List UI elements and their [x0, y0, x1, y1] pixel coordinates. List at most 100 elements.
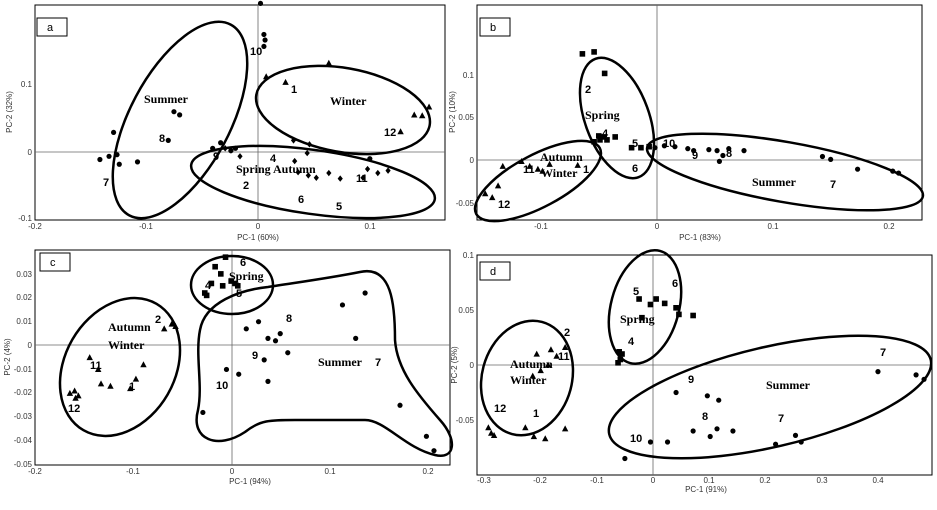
panel-d-point-label: 9 — [688, 374, 694, 386]
panel-d-circle-point — [921, 376, 927, 382]
panel-a-cluster-winter — [254, 64, 432, 156]
panel-d-ytick: -0.05 — [456, 416, 475, 425]
panel-a-diamond-point — [364, 165, 371, 173]
panel-a-ytick: 0.1 — [21, 80, 33, 89]
panel-a-points — [97, 0, 433, 182]
panel-c-cluster-autumn-winter — [58, 296, 182, 438]
panel-b-square-point — [597, 137, 603, 143]
panel-a-diamond-point — [305, 172, 311, 179]
panel-a-triangle-point — [419, 112, 426, 119]
panel-d-square-point — [690, 312, 696, 319]
panel-b-point-label: 6 — [632, 163, 638, 175]
panel-b-xtick: 0 — [655, 222, 660, 231]
panel-c-x-axis-label: PC-1 (94%) — [229, 477, 271, 486]
panel-d-point-label: 6 — [672, 278, 678, 290]
panel-a-point-label: 8 — [159, 133, 165, 145]
panel-a-point-label: 6 — [298, 194, 304, 206]
panel-d-triangle-point — [542, 435, 549, 442]
panel-c-circle-point — [265, 335, 271, 341]
panel-c-triangle-point — [107, 382, 114, 389]
panel-a-diamond-point — [385, 167, 391, 174]
panel-c-y-axis-label: PC-2 (4%) — [3, 338, 12, 376]
panel-b-xtick: -0.1 — [534, 222, 548, 231]
panel-d-square-point — [615, 360, 621, 366]
panel-c-circle-point — [223, 366, 230, 373]
panel-b-group-label: Autumn — [540, 150, 583, 164]
panel-d-triangle-point — [537, 367, 544, 374]
panel-a-ytick: -0.1 — [18, 214, 32, 223]
panel-a-ytick: 0 — [28, 148, 33, 157]
panel-d-ytick: 0.1 — [463, 251, 475, 260]
panel-c-circle-point — [265, 378, 271, 384]
panel-d-square-point — [619, 351, 625, 357]
panel-b-point-label: 11 — [523, 164, 535, 176]
panel-b-triangle-point — [534, 165, 542, 172]
panel-c-square-point — [208, 280, 215, 287]
panel-d-triangle-point — [561, 425, 569, 432]
panel-d-square-point — [617, 356, 624, 363]
panel-c-point-label: 4 — [205, 280, 212, 292]
panel-d-group-label: Autumn — [510, 357, 553, 371]
panel-a-xtick: 0.1 — [364, 222, 376, 231]
panel-d-circle-point — [647, 439, 654, 445]
panel-b-x-axis-label: PC-1 (83%) — [679, 233, 721, 242]
panel-b-ytick: -0.05 — [456, 199, 475, 208]
panel-a-circle-point — [232, 145, 239, 151]
panel-d-square-point — [661, 300, 668, 307]
panel-d-circle-point — [707, 433, 713, 440]
panel-a-xtick: -0.2 — [28, 222, 42, 231]
panel-c-circle-point — [339, 302, 346, 308]
panel-d-triangle-point — [561, 344, 569, 350]
panel-b-group-label: Summer — [752, 175, 797, 189]
panel-a-circle-point — [261, 43, 267, 50]
panel-a-diamond-point — [292, 157, 298, 165]
panel-b-point-label: 7 — [830, 179, 836, 191]
panel-d-point-label: 8 — [702, 411, 708, 423]
panel-d-triangle-point — [553, 352, 560, 359]
panel-b-square-point — [612, 134, 618, 140]
panel-b-circle-point — [706, 147, 712, 153]
panel-b-circle-point — [726, 146, 732, 152]
panel-a-diamond-point — [360, 174, 366, 181]
panel-a-circle-point — [228, 148, 234, 154]
panel-b-cluster-spring — [578, 56, 656, 180]
panel-b-circle-point — [652, 145, 658, 151]
panel-d-circle-point — [730, 428, 736, 434]
panel-d-xtick: 0.2 — [759, 476, 771, 485]
panel-a-point-label: 5 — [336, 201, 342, 213]
panel-c-point-label: 7 — [375, 357, 381, 369]
panel-c-frame — [34, 249, 451, 466]
panel-a-frame — [34, 4, 446, 221]
panel-d-square-point — [639, 314, 645, 321]
panel-b-circle-point — [819, 153, 826, 160]
panel-b-cluster-autumn-winter — [473, 139, 603, 223]
panel-b-group-label: Spring — [585, 108, 620, 122]
panel-b-triangle-point — [518, 157, 525, 164]
panel-b-circle-point — [854, 166, 861, 172]
panel-c-triangle-point — [168, 320, 175, 327]
panel-a-point-label: 11 — [356, 173, 368, 185]
panel-b-circle-point — [685, 146, 691, 152]
panel-a-point-label: 7 — [103, 177, 109, 189]
panel-d-group-label: Winter — [510, 373, 547, 387]
panel-b-triangle-point — [546, 160, 553, 167]
panel-c-ytick: 0.02 — [16, 293, 32, 302]
panel-c-circle-point — [255, 319, 262, 325]
panel-b-circle-point — [716, 158, 723, 164]
panel-d-xtick: 0.3 — [816, 476, 828, 485]
panel-a-y-axis-label: PC-2 (32%) — [5, 91, 14, 133]
panel-a-triangle-point — [282, 78, 289, 85]
panel-d-square-point — [653, 296, 659, 302]
panel-c-ytick: 0 — [28, 341, 33, 350]
panel-b-square-point — [646, 143, 652, 150]
panel-c-ytick: -0.01 — [14, 365, 33, 374]
panel-c-xticks: -0.2 -0.1 0 0.1 0.2 — [28, 467, 434, 476]
panel-a-diamond-point — [326, 169, 332, 177]
panel-b-ytick: 0.1 — [463, 71, 475, 80]
panel-d-xticks: -0.3 -0.2 -0.1 0 0.1 0.2 0.3 0.4 — [477, 476, 884, 485]
panel-c-triangle-point — [86, 354, 93, 361]
panel-b-label: b — [490, 22, 496, 34]
panel-b-triangle-point — [494, 182, 502, 189]
panel-b-circle-point — [828, 156, 834, 163]
